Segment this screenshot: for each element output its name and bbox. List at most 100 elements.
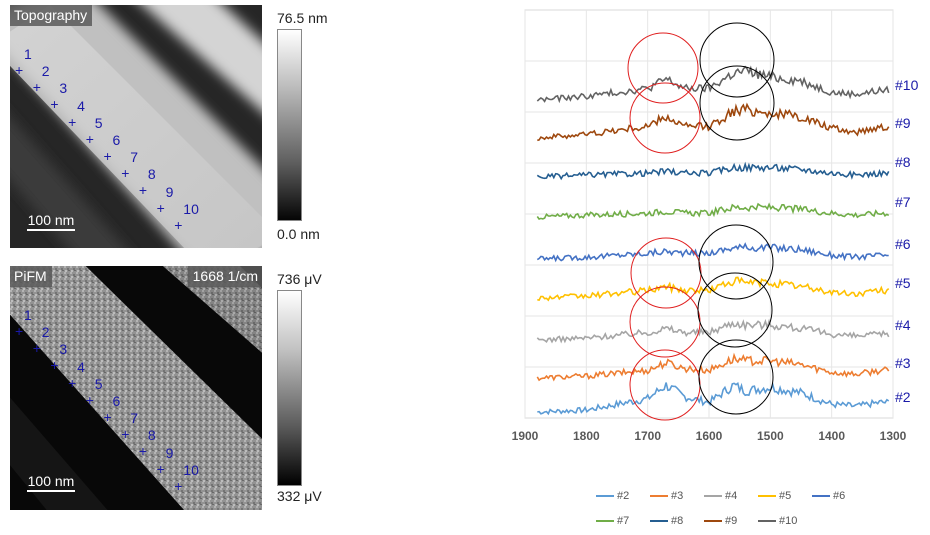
legend-label: #5 xyxy=(779,490,792,502)
marker-label: 7 xyxy=(130,149,138,166)
pifm-title: PiFM xyxy=(10,266,52,287)
x-tick-label: 1800 xyxy=(573,429,600,443)
marker-cross: + xyxy=(121,426,130,443)
legend-item: #5 xyxy=(758,490,791,502)
legend-swatch xyxy=(596,495,614,498)
series-right-label: #3 xyxy=(895,355,911,371)
pifm-wavenumber: 1668 1/cm xyxy=(187,266,262,287)
highlight-circle-black xyxy=(698,224,774,300)
pifm-colorbar-max: 736 μV xyxy=(277,271,322,287)
topography-image: Topography +1 +2 +3 +4 +5 +6 +7 +8 +9 +10 100 nm xyxy=(10,5,262,248)
series-right-label: #10 xyxy=(895,77,919,93)
series-line xyxy=(536,318,890,344)
marker-label: 2 xyxy=(41,63,50,80)
marker-label: 6 xyxy=(112,132,121,148)
marker-cross: + xyxy=(15,323,24,339)
legend-swatch xyxy=(812,495,830,498)
topography-colorbar xyxy=(277,29,302,221)
marker-label: 2 xyxy=(41,324,50,341)
marker-label: 5 xyxy=(94,114,103,131)
scale-bar-line xyxy=(27,490,75,492)
marker-label: 5 xyxy=(94,375,103,392)
legend-item: #6 xyxy=(812,490,845,502)
topography-map xyxy=(10,5,262,248)
marker-cross: + xyxy=(50,357,59,374)
marker-cross: + xyxy=(50,96,59,113)
marker-label: 6 xyxy=(112,393,121,409)
scale-bar-line xyxy=(27,229,75,231)
x-tick-label: 1700 xyxy=(634,429,661,443)
pifm-scale-bar: 100 nm xyxy=(20,473,82,492)
series-right-label: #2 xyxy=(895,389,911,405)
series-line xyxy=(536,242,889,263)
topography-scale-bar: 100 nm xyxy=(20,212,82,231)
series-line xyxy=(536,65,890,104)
highlight-circle-black xyxy=(699,65,775,141)
marker-cross: + xyxy=(32,340,41,357)
marker-cross: + xyxy=(68,113,77,130)
legend-item: #8 xyxy=(650,515,683,527)
legend-label: #9 xyxy=(725,515,738,527)
legend-swatch xyxy=(650,495,668,498)
series-line xyxy=(537,102,890,142)
topography-scale-label: 100 nm xyxy=(27,212,75,228)
legend-swatch xyxy=(704,520,722,523)
marker-cross: + xyxy=(156,460,165,477)
legend-item: #7 xyxy=(596,515,629,527)
legend-item: #3 xyxy=(650,490,683,502)
legend-label: #4 xyxy=(725,490,738,502)
legend-item: #9 xyxy=(704,515,737,527)
series-right-label: #6 xyxy=(895,236,911,252)
marker-label: 7 xyxy=(130,410,138,427)
marker-cross: + xyxy=(32,79,41,96)
pifm-scale-label: 100 nm xyxy=(27,473,75,489)
highlight-circle-red xyxy=(627,32,699,104)
legend-label: #8 xyxy=(671,515,684,527)
legend-swatch xyxy=(758,520,776,523)
legend-swatch xyxy=(704,495,722,498)
marker-label: 1 xyxy=(24,307,32,323)
highlight-circle-black xyxy=(699,22,775,98)
marker-label: 10 xyxy=(183,461,199,478)
marker-label: 9 xyxy=(165,183,174,200)
x-tick-label: 1300 xyxy=(880,429,907,443)
legend-item: #2 xyxy=(596,490,629,502)
spectra-chart: 1900 1800 1700 1600 1500 1400 1300 #2 #3 #4 #5 #6 #7… xyxy=(512,9,919,443)
marker-label: 8 xyxy=(147,166,156,183)
series-right-label: #5 xyxy=(895,275,911,291)
x-tick-label: 1600 xyxy=(696,429,723,443)
marker-cross: + xyxy=(138,443,148,460)
marker-cross: + xyxy=(174,216,183,233)
topography-colorbar-max: 76.5 nm xyxy=(277,10,328,26)
marker-label: 8 xyxy=(147,427,156,444)
marker-cross: + xyxy=(156,199,165,216)
topography-colorbar-min: 0.0 nm xyxy=(277,226,320,242)
series-line xyxy=(536,352,890,382)
series-right-label: #4 xyxy=(895,317,911,333)
marker-label: 3 xyxy=(59,341,68,358)
x-tick-label: 1500 xyxy=(757,429,784,443)
topography-title: Topography xyxy=(10,5,93,26)
marker-label: 10 xyxy=(183,200,199,217)
highlight-circle-black xyxy=(697,272,773,348)
x-tick-label: 1400 xyxy=(818,429,845,443)
marker-label: 1 xyxy=(24,46,32,62)
legend-item: #10 xyxy=(758,515,797,527)
marker-cross: + xyxy=(103,409,112,425)
series-line xyxy=(536,161,890,181)
marker-cross: + xyxy=(121,165,130,182)
legend-label: #2 xyxy=(617,490,630,502)
legend-swatch xyxy=(758,495,776,498)
pifm-image: PiFM 1668 1/cm +1 +2 +3 +4 +5 +6 +7 +8 +9 +10 100… xyxy=(10,266,262,510)
highlight-circle-black xyxy=(698,339,774,415)
x-tick-label: 1900 xyxy=(512,429,539,443)
marker-label: 4 xyxy=(77,358,85,375)
series-line xyxy=(536,202,890,220)
highlight-circle-red xyxy=(629,82,701,154)
legend-label: #6 xyxy=(833,490,846,502)
pifm-colorbar-min: 332 μV xyxy=(277,488,322,504)
series-right-label: #7 xyxy=(895,194,911,210)
marker-cross: + xyxy=(174,477,183,494)
marker-cross: + xyxy=(85,130,94,147)
series-line xyxy=(537,382,890,416)
